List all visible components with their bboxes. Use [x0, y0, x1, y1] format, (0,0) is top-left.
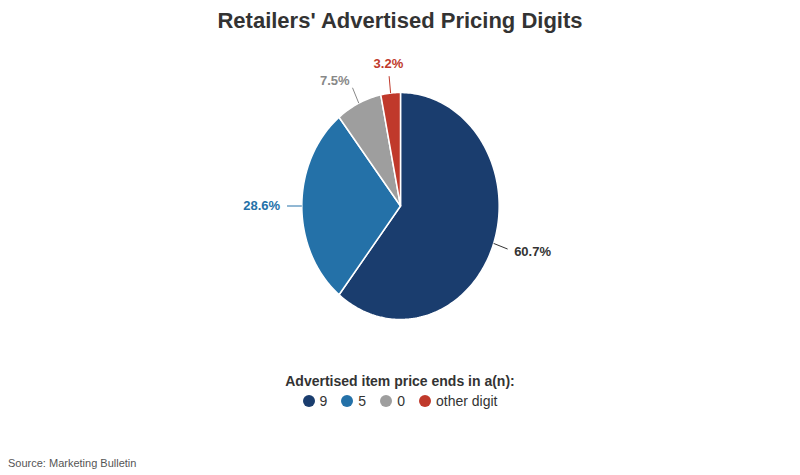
html-text:Retailers' Advertised Pricing: Retailers' Advertised Pricing Digits: [217, 8, 583, 33]
html-text:Advertised item price ends in: Advertised item price ends in a(n):: [285, 373, 515, 389]
svg-text:7.5%: 7.5%: [320, 73, 350, 88]
svg-text:60.7%: 60.7%: [514, 244, 551, 259]
html-text:9: 9: [319, 393, 328, 409]
html-text:other digit: other digit: [436, 393, 498, 409]
html-text:Source: Marketing Bulletin: Source: Marketing Bulletin: [8, 457, 137, 469]
html-text:0: 0: [397, 393, 405, 409]
html-text:5: 5: [358, 393, 367, 409]
svg-text:3.2%: 3.2%: [374, 56, 404, 71]
svg-text:28.6%: 28.6%: [243, 198, 280, 213]
